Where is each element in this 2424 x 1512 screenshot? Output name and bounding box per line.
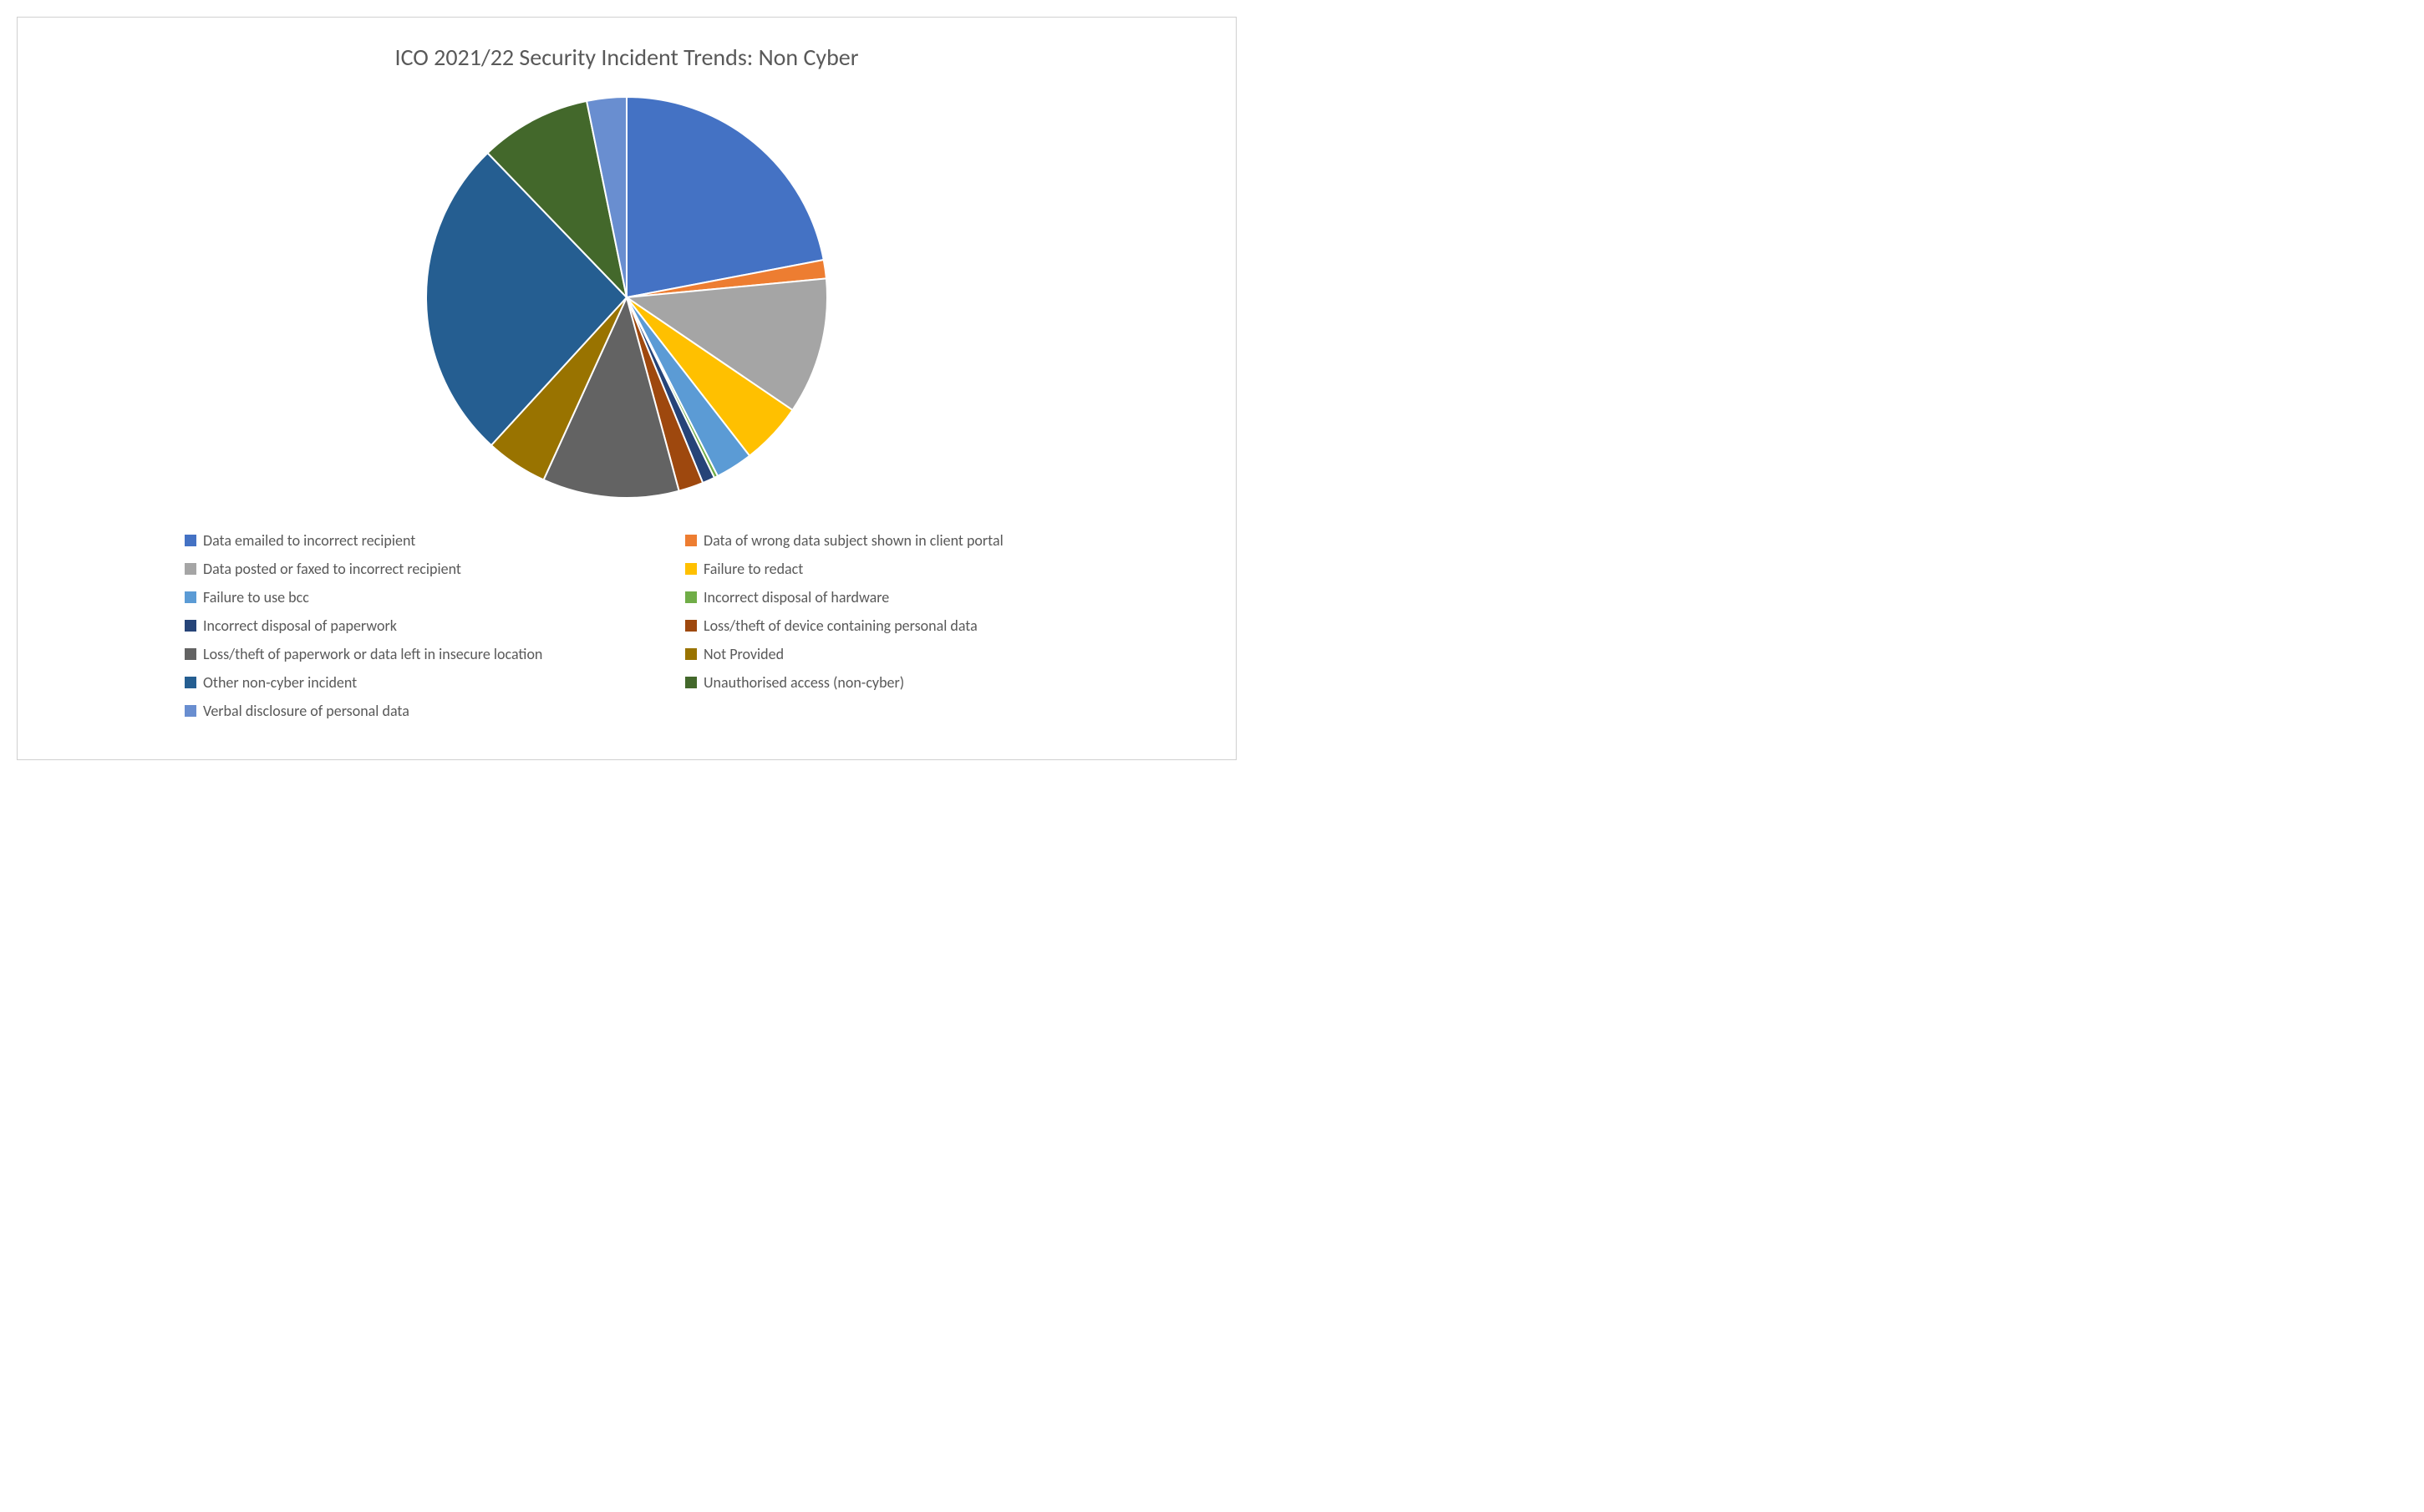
- legend-item: Loss/theft of paperwork or data left in …: [185, 645, 652, 663]
- legend-label: Failure to use bcc: [203, 588, 309, 606]
- legend-swatch: [185, 591, 196, 603]
- legend-swatch: [685, 535, 697, 546]
- legend-swatch: [185, 677, 196, 688]
- chart-container: ICO 2021/22 Security Incident Trends: No…: [17, 17, 1237, 760]
- legend-label: Data posted or faxed to incorrect recipi…: [203, 560, 461, 578]
- legend-label: Data emailed to incorrect recipient: [203, 531, 415, 550]
- chart-title: ICO 2021/22 Security Incident Trends: No…: [51, 43, 1202, 72]
- legend-label: Incorrect disposal of hardware: [704, 588, 889, 606]
- legend-swatch: [185, 620, 196, 632]
- legend-swatch: [685, 591, 697, 603]
- legend-swatch: [685, 620, 697, 632]
- legend-item: Incorrect disposal of hardware: [685, 588, 1152, 606]
- legend-label: Loss/theft of device containing personal…: [704, 616, 978, 635]
- legend-swatch: [685, 563, 697, 575]
- legend-label: Incorrect disposal of paperwork: [203, 616, 397, 635]
- legend-swatch: [185, 535, 196, 546]
- legend-swatch: [185, 648, 196, 660]
- legend-label: Loss/theft of paperwork or data left in …: [203, 645, 542, 663]
- legend-item: Data of wrong data subject shown in clie…: [685, 531, 1152, 550]
- legend-item: Failure to use bcc: [185, 588, 652, 606]
- legend-item: Other non-cyber incident: [185, 673, 652, 692]
- legend-swatch: [185, 563, 196, 575]
- pie-chart: [418, 89, 836, 506]
- legend-swatch: [185, 705, 196, 717]
- legend-item: Data emailed to incorrect recipient: [185, 531, 652, 550]
- legend-item: Data posted or faxed to incorrect recipi…: [185, 560, 652, 578]
- legend-item: Verbal disclosure of personal data: [185, 702, 652, 720]
- legend-label: Data of wrong data subject shown in clie…: [704, 531, 1004, 550]
- pie-wrap: [51, 89, 1202, 506]
- legend-swatch: [685, 677, 697, 688]
- legend-item: Not Provided: [685, 645, 1152, 663]
- legend-swatch: [685, 648, 697, 660]
- legend-label: Other non-cyber incident: [203, 673, 357, 692]
- legend: Data emailed to incorrect recipient Data …: [185, 531, 1152, 720]
- legend-item: Failure to redact: [685, 560, 1152, 578]
- legend-label: Failure to redact: [704, 560, 803, 578]
- legend-label: Verbal disclosure of personal data: [203, 702, 409, 720]
- legend-label: Unauthorised access (non-cyber): [704, 673, 904, 692]
- legend-item: Unauthorised access (non-cyber): [685, 673, 1152, 692]
- legend-item: Loss/theft of device containing personal…: [685, 616, 1152, 635]
- legend-item: Incorrect disposal of paperwork: [185, 616, 652, 635]
- legend-label: Not Provided: [704, 645, 784, 663]
